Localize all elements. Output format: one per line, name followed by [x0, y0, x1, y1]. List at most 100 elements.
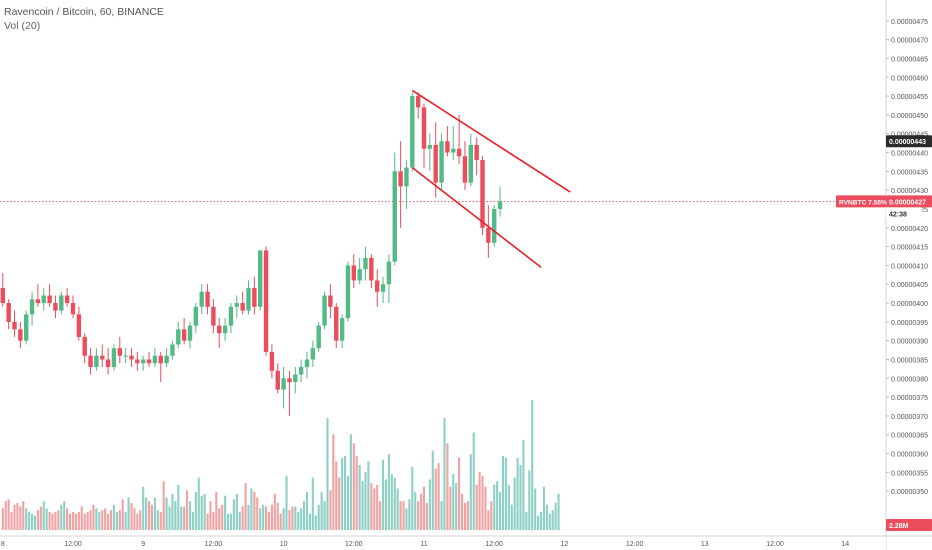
candle[interactable] [111, 344, 117, 371]
candle[interactable] [193, 303, 199, 334]
candle[interactable] [222, 318, 228, 341]
candle[interactable] [152, 348, 158, 368]
candle[interactable] [298, 359, 304, 383]
candle[interactable] [35, 284, 41, 307]
candle[interactable] [281, 367, 286, 409]
candle[interactable] [240, 291, 245, 315]
candle[interactable] [164, 348, 169, 368]
candle[interactable] [24, 310, 29, 345]
candle[interactable] [392, 152, 397, 266]
candle[interactable] [70, 295, 76, 319]
candle[interactable] [100, 344, 105, 368]
candle[interactable] [415, 92, 421, 119]
candle[interactable] [287, 370, 292, 416]
candle[interactable] [497, 186, 503, 217]
volume-bar [402, 501, 405, 530]
candle[interactable] [170, 340, 175, 360]
candle[interactable] [82, 333, 87, 364]
candle[interactable] [345, 261, 351, 322]
candle[interactable] [421, 103, 427, 168]
candle[interactable] [404, 160, 409, 209]
candle[interactable] [12, 310, 17, 337]
candle[interactable] [105, 348, 111, 375]
candle[interactable] [211, 299, 216, 334]
candle[interactable] [427, 133, 433, 172]
candle[interactable] [334, 303, 339, 349]
candle[interactable] [53, 295, 58, 319]
candle-body [462, 156, 468, 183]
candle[interactable] [64, 287, 70, 307]
volume-bar [335, 461, 338, 530]
candle[interactable] [199, 284, 204, 315]
candle[interactable] [252, 276, 257, 315]
candle[interactable] [445, 126, 450, 157]
volume-bar [183, 506, 186, 530]
candle[interactable] [6, 299, 11, 330]
candle[interactable] [29, 291, 35, 326]
candle[interactable] [386, 254, 392, 304]
candle[interactable] [275, 363, 280, 394]
candle[interactable] [76, 306, 82, 341]
candle[interactable] [41, 287, 46, 311]
candle[interactable] [141, 355, 146, 371]
candle[interactable] [246, 280, 251, 315]
candle[interactable] [217, 318, 222, 349]
candle[interactable] [234, 295, 239, 319]
volume-bar [150, 504, 154, 530]
candle[interactable] [339, 314, 345, 349]
candle[interactable] [0, 272, 6, 307]
candle[interactable] [351, 254, 356, 288]
candle[interactable] [456, 114, 462, 164]
lower-trendline[interactable] [411, 166, 542, 268]
upper-trendline[interactable] [411, 89, 571, 193]
candle[interactable] [410, 92, 415, 172]
candle[interactable] [462, 141, 468, 191]
candle[interactable] [375, 269, 380, 307]
candle[interactable] [468, 133, 473, 187]
candle[interactable] [135, 351, 140, 371]
candle[interactable] [474, 137, 479, 176]
candle[interactable] [310, 340, 316, 368]
candle[interactable] [486, 205, 491, 258]
volume-bar [229, 513, 233, 530]
candle[interactable] [357, 257, 362, 285]
candle[interactable] [363, 246, 368, 281]
candle[interactable] [263, 246, 269, 356]
candle[interactable] [47, 284, 52, 307]
candle[interactable] [451, 126, 456, 161]
candle[interactable] [398, 141, 403, 228]
y-tick-label: 0.00000375 [891, 395, 928, 402]
candle[interactable] [181, 318, 187, 345]
candle[interactable] [380, 276, 386, 304]
volume-bar [528, 470, 531, 530]
candle[interactable] [304, 351, 310, 379]
candle[interactable] [258, 250, 263, 311]
candle[interactable] [269, 344, 275, 379]
candle[interactable] [328, 284, 333, 319]
volume-bar [186, 490, 189, 530]
candle[interactable] [316, 321, 321, 352]
candle[interactable] [369, 254, 374, 288]
candle[interactable] [88, 348, 93, 375]
candle[interactable] [146, 351, 152, 368]
candle[interactable] [129, 348, 134, 368]
candle[interactable] [187, 321, 193, 349]
candle[interactable] [293, 367, 298, 394]
candle[interactable] [205, 284, 210, 315]
candle[interactable] [439, 133, 444, 191]
volume-bar [478, 472, 481, 530]
candle[interactable] [492, 205, 497, 247]
candle[interactable] [18, 321, 23, 349]
candle[interactable] [176, 321, 181, 349]
volume-bar [133, 508, 136, 530]
candle[interactable] [94, 348, 99, 371]
candle[interactable] [59, 291, 64, 315]
candle[interactable] [123, 348, 128, 364]
candle[interactable] [228, 303, 234, 334]
candle[interactable] [117, 336, 122, 364]
volume-bar [197, 477, 200, 530]
candle[interactable] [158, 351, 163, 383]
candle[interactable] [322, 291, 327, 330]
y-tick-label: 0.00000475 [891, 19, 928, 26]
